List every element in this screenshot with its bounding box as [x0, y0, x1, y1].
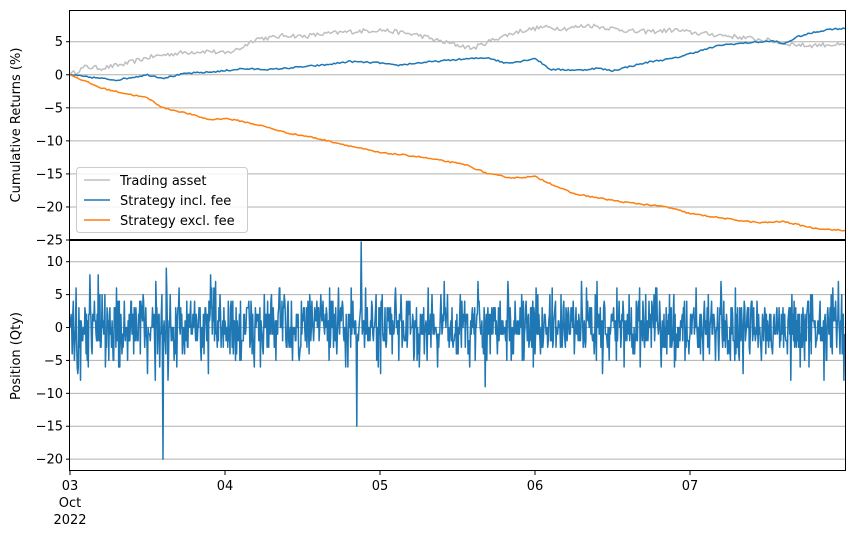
returns-y-tick-label: −5 — [44, 101, 63, 116]
legend: Trading asset Strategy incl. fee Strateg… — [76, 167, 248, 233]
position-y-tick-label: 0 — [55, 321, 63, 336]
returns-y-tick-label: −25 — [36, 234, 63, 249]
position-panel: 10 5 0 −5 −10 −15 −20 03 04 05 06 07 Position (Qty… — [9, 240, 846, 528]
returns-y-tick-label: −15 — [36, 167, 63, 182]
legend-box — [76, 167, 248, 233]
returns-y-tick-label: −20 — [36, 200, 63, 215]
series-line-strategy-incl-fee — [69, 27, 846, 82]
legend-label-strategy-excl-fee: Strategy excl. fee — [120, 214, 235, 229]
returns-y-tick-label: 0 — [55, 68, 63, 83]
position-y-tick-label: −10 — [36, 387, 63, 402]
returns-axes-frame — [69, 10, 846, 240]
position-gridlines — [70, 261, 845, 460]
position-y-tick-label: 5 — [55, 288, 63, 303]
position-y-tick-label: −20 — [36, 453, 63, 468]
position-series-line — [69, 241, 846, 460]
returns-y-tick-label: −10 — [36, 134, 63, 149]
returns-y-ticks: 5 0 −5 −10 −15 −20 −25 — [36, 35, 70, 249]
x-tick-label: 06 — [527, 479, 544, 494]
series-line-strategy-excl-fee — [69, 74, 846, 232]
position-x-ticks: 03 04 05 06 07 — [62, 471, 699, 494]
position-axes-frame — [69, 240, 846, 471]
series-line-trading-asset — [69, 23, 846, 76]
returns-y-tick-label: 5 — [55, 35, 63, 50]
x-tick-label: 05 — [372, 479, 389, 494]
position-y-tick-label: −5 — [44, 354, 63, 369]
x-tick-sublabel-month: Oct — [59, 496, 81, 511]
x-tick-label: 07 — [682, 479, 699, 494]
legend-label-trading-asset: Trading asset — [119, 174, 206, 189]
returns-series-lines — [69, 23, 846, 232]
x-tick-sublabel-year: 2022 — [53, 513, 86, 528]
position-y-ticks: 10 5 0 −5 −10 −15 −20 — [36, 255, 70, 468]
x-tick-label: 03 — [62, 479, 79, 494]
returns-y-axis-label: Cumulative Returns (%) — [9, 48, 24, 203]
series-line-position — [69, 241, 846, 460]
position-y-tick-label: −15 — [36, 420, 63, 435]
returns-panel: 50−5−10−15−20−25 Cumulative Returns (%) … — [9, 10, 846, 249]
legend-label-strategy-incl-fee: Strategy incl. fee — [120, 194, 231, 209]
position-y-axis-label: Position (Qty) — [9, 312, 24, 400]
position-y-tick-label: 10 — [46, 255, 63, 270]
x-tick-label: 04 — [217, 479, 234, 494]
